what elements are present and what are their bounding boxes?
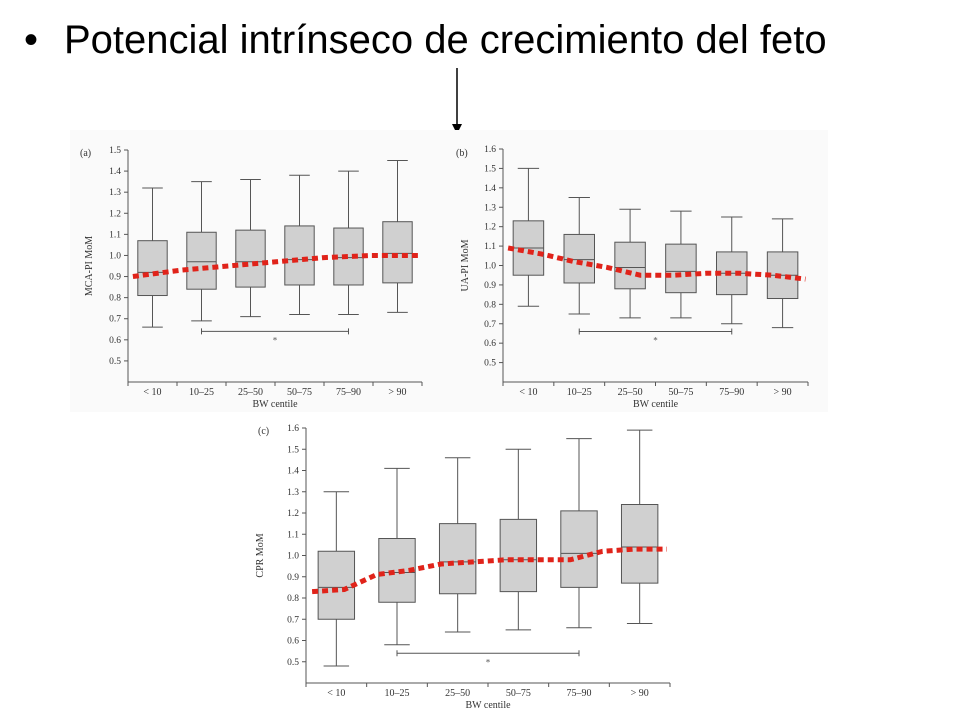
x-tick-label: 50–75 xyxy=(506,688,531,699)
significance-mark: * xyxy=(273,335,278,345)
x-tick-label: > 90 xyxy=(388,387,406,398)
box xyxy=(284,225,315,286)
title-bullet: • xyxy=(24,18,39,62)
panel-b: 0.5 0.6 0.7 0.8 0.9 1.0 1.1 1.2 1.3 1.4 1.5 1.6 < 10… xyxy=(456,145,809,410)
x-tick-label: > 90 xyxy=(774,387,792,398)
box xyxy=(317,550,356,620)
x-tick-label: 25–50 xyxy=(445,688,470,699)
y-tick-label: 1.0 xyxy=(484,262,496,272)
pointer-arrow-head xyxy=(452,124,462,134)
panel-a: 0.5 0.6 0.7 0.8 0.9 1.0 1.1 1.2 1.3 1.4 1.5 < 10 10–… xyxy=(80,146,423,410)
y-tick-label: 1.1 xyxy=(109,230,121,240)
box xyxy=(620,504,659,584)
y-tick-label: 0.7 xyxy=(484,320,496,330)
y-tick-label: 0.7 xyxy=(109,315,121,325)
y-axis-title: CPR MoM xyxy=(255,533,266,577)
box xyxy=(382,221,413,284)
x-tick-label: 75–90 xyxy=(719,387,744,398)
x-axis-title: BW centile xyxy=(465,700,511,711)
y-tick-label: 1.4 xyxy=(287,467,299,477)
y-tick-label: 0.8 xyxy=(484,300,496,310)
x-axis-title: BW centile xyxy=(252,399,298,410)
x-tick-label: > 90 xyxy=(631,688,649,699)
y-tick-label: 1.4 xyxy=(109,167,121,177)
y-tick-label: 1.5 xyxy=(484,164,496,174)
box xyxy=(186,231,217,290)
y-tick-label: 1.0 xyxy=(287,552,299,562)
x-tick-label: 75–90 xyxy=(567,688,592,699)
y-tick-label: 1.5 xyxy=(109,146,121,156)
x-tick-label: 25–50 xyxy=(238,387,263,398)
y-tick-label: 0.9 xyxy=(484,281,496,291)
y-tick-label: 0.9 xyxy=(109,273,121,283)
box xyxy=(235,229,266,288)
significance-mark: * xyxy=(653,336,658,346)
y-tick-label: 0.6 xyxy=(109,336,121,346)
y-tick-label: 1.1 xyxy=(484,242,496,252)
x-tick-label: < 10 xyxy=(327,688,345,699)
box xyxy=(333,227,364,286)
x-tick-label: 10–25 xyxy=(189,387,214,398)
y-tick-label: 1.2 xyxy=(287,509,299,519)
significance-mark: * xyxy=(486,657,491,667)
y-tick-label: 0.8 xyxy=(109,294,121,304)
y-axis-title: UA-PI MoM xyxy=(460,239,471,291)
y-tick-label: 0.8 xyxy=(287,594,299,604)
box xyxy=(438,523,477,595)
y-tick-label: 0.5 xyxy=(109,357,121,367)
y-tick-label: 1.2 xyxy=(484,223,496,233)
x-axis-title: BW centile xyxy=(633,399,679,410)
title-text: Potencial intrínseco de crecimiento del … xyxy=(64,18,827,62)
y-tick-label: 1.6 xyxy=(287,424,299,434)
y-axis-title: MCA-PI MoM xyxy=(84,236,95,296)
y-tick-label: 0.5 xyxy=(484,359,496,369)
y-tick-label: 0.6 xyxy=(484,339,496,349)
slide-title: • Potencial intrínseco de crecimiento del… xyxy=(24,18,827,63)
y-tick-label: 1.2 xyxy=(109,209,121,219)
y-tick-label: 0.9 xyxy=(287,573,299,583)
box xyxy=(499,518,538,593)
y-tick-label: 1.3 xyxy=(484,203,496,213)
panel-label: (a) xyxy=(80,148,91,159)
y-tick-label: 0.5 xyxy=(287,658,299,668)
y-tick-label: 0.6 xyxy=(287,637,299,647)
trend-line xyxy=(507,245,806,282)
x-tick-label: 25–50 xyxy=(618,387,643,398)
trend-line xyxy=(132,253,420,279)
box xyxy=(560,510,598,588)
x-tick-label: 10–25 xyxy=(385,688,410,699)
y-tick-label: 1.4 xyxy=(484,184,496,194)
x-tick-label: < 10 xyxy=(519,387,537,398)
x-tick-label: 50–75 xyxy=(287,387,312,398)
x-tick-label: 75–90 xyxy=(336,387,361,398)
y-tick-label: 0.7 xyxy=(287,615,299,625)
y-tick-label: 1.6 xyxy=(484,145,496,155)
box xyxy=(137,240,168,297)
box xyxy=(614,241,646,290)
panel-label: (b) xyxy=(456,148,468,159)
y-tick-label: 1.5 xyxy=(287,445,299,455)
x-tick-label: 50–75 xyxy=(668,387,693,398)
x-tick-label: < 10 xyxy=(143,387,161,398)
trend-line xyxy=(311,546,667,595)
y-tick-label: 1.3 xyxy=(287,488,299,498)
x-tick-label: 10–25 xyxy=(567,387,592,398)
panel-label: (c) xyxy=(258,426,269,437)
y-tick-label: 1.0 xyxy=(109,251,121,261)
y-tick-label: 1.1 xyxy=(287,530,299,540)
box xyxy=(665,243,697,294)
y-tick-label: 1.3 xyxy=(109,188,121,198)
panel-c: 0.5 0.6 0.7 0.8 0.9 1.0 1.1 1.2 1.3 1.4 1.5 1.6 < 10… xyxy=(255,424,671,711)
